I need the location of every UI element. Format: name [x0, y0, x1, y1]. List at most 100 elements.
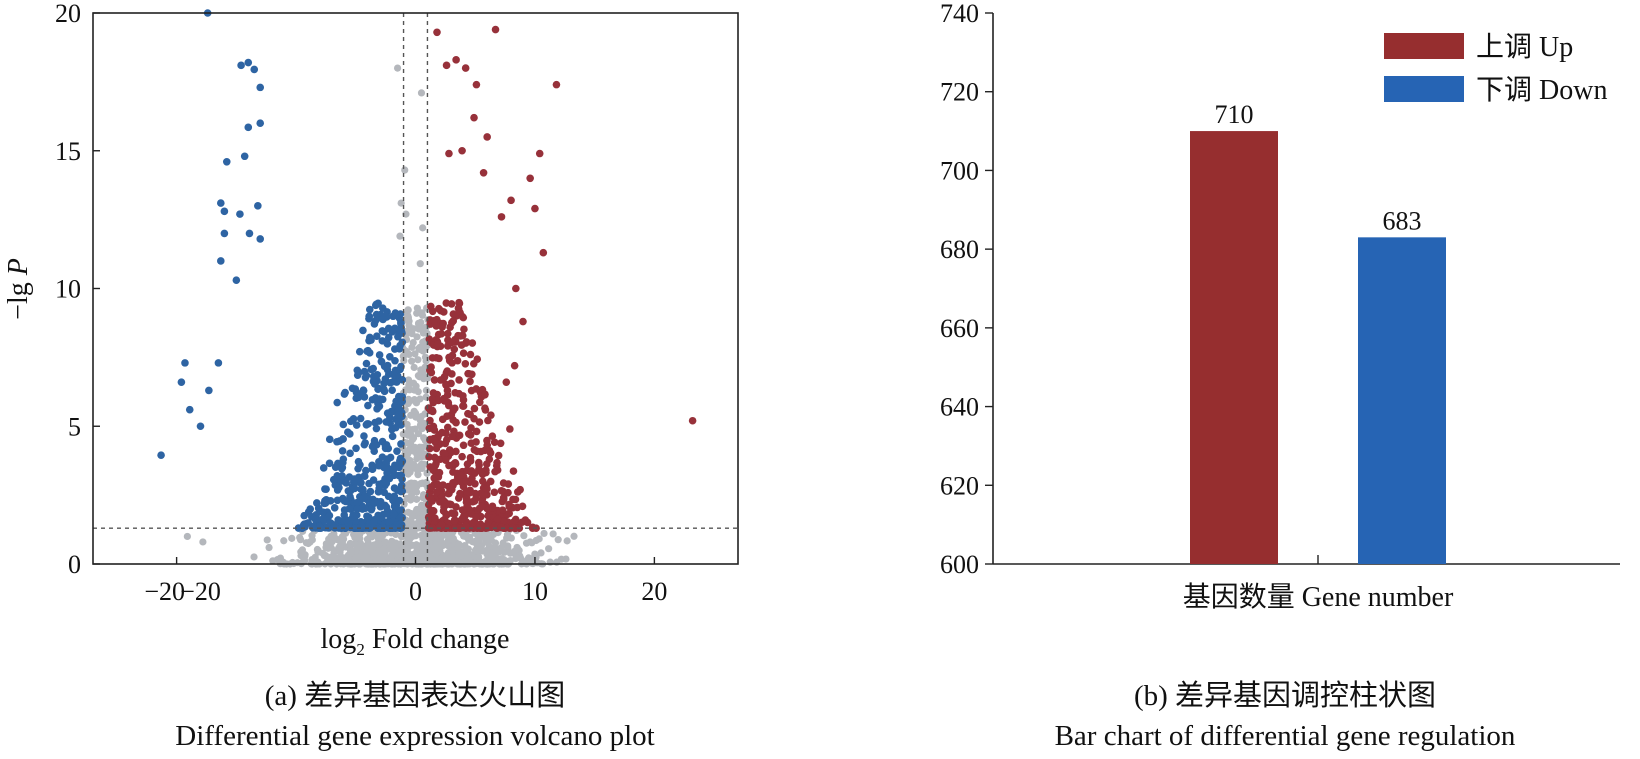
- up-point: [474, 458, 483, 467]
- ns-point: [419, 224, 427, 232]
- up-point: [539, 248, 548, 257]
- down-point: [396, 457, 404, 466]
- up-point: [499, 479, 508, 487]
- down-point: [256, 119, 265, 127]
- ns-point: [413, 454, 421, 463]
- up-point: [456, 489, 464, 498]
- bar-y-tick-label: 740: [940, 0, 979, 28]
- up-point: [447, 338, 456, 347]
- down-point: [367, 336, 375, 344]
- ns-point: [406, 439, 415, 447]
- down-point: [222, 157, 231, 166]
- down-point: [338, 472, 346, 480]
- threshold-lines: [93, 13, 738, 564]
- down-point: [236, 210, 244, 218]
- up-point: [521, 516, 530, 524]
- ns-point: [416, 260, 424, 268]
- ns-point: [183, 532, 191, 541]
- ns-point: [413, 333, 421, 341]
- ns-point: [324, 544, 332, 552]
- ns-point: [296, 533, 304, 542]
- ns-point: [406, 456, 414, 465]
- down-point: [359, 326, 367, 335]
- up-point: [484, 416, 492, 425]
- ns-point: [410, 480, 418, 488]
- up-point: [478, 502, 486, 510]
- legend-swatch: [1384, 76, 1464, 102]
- up-point: [430, 376, 439, 384]
- ns-point: [412, 495, 421, 503]
- ns-point: [426, 557, 435, 565]
- up-point: [430, 426, 439, 434]
- down-point: [371, 316, 380, 325]
- down-point: [362, 359, 371, 368]
- down-point: [319, 514, 328, 523]
- ns-point: [415, 325, 423, 333]
- ns-point: [407, 411, 415, 419]
- ns-point: [457, 552, 465, 560]
- ns-point: [439, 559, 448, 567]
- down-point: [375, 402, 384, 411]
- down-point: [389, 510, 398, 518]
- down-point: [372, 310, 381, 319]
- ns-point: [499, 539, 507, 547]
- up-point: [445, 149, 453, 158]
- down-point: [360, 440, 369, 449]
- up-point: [438, 415, 447, 424]
- ns-point: [417, 520, 425, 528]
- up-point: [443, 329, 452, 338]
- legend-label: 下调 Down: [1476, 75, 1607, 106]
- up-point: [493, 458, 501, 467]
- ns-point: [369, 549, 377, 557]
- up-point: [437, 330, 446, 338]
- down-point: [185, 405, 194, 414]
- ns-point: [410, 363, 418, 372]
- up-point: [494, 451, 503, 460]
- down-point: [217, 199, 225, 207]
- ns-point: [554, 536, 562, 544]
- up-point: [472, 385, 481, 393]
- up-point: [447, 448, 455, 457]
- up-point: [488, 432, 497, 440]
- down-point: [397, 513, 405, 522]
- ns-point: [416, 345, 424, 353]
- bar-x-axis-label: 基因数量 Gene number: [1183, 581, 1454, 613]
- up-point: [464, 429, 473, 438]
- down-point: [380, 379, 388, 388]
- ns-point: [329, 553, 337, 561]
- up-point: [490, 488, 499, 497]
- up-point: [497, 523, 506, 531]
- down-point: [342, 497, 350, 506]
- up-point: [450, 517, 459, 525]
- up-point: [499, 494, 508, 502]
- down-point: [337, 464, 346, 473]
- x-tick-label: 10: [522, 577, 548, 606]
- up-point: [439, 496, 448, 505]
- up-point: [490, 438, 499, 447]
- up-point: [461, 64, 470, 72]
- ns-point: [347, 547, 355, 555]
- down-point: [357, 485, 365, 493]
- up-point: [455, 376, 463, 384]
- ns-point: [419, 544, 427, 552]
- bar-chart: 600 620 640 660 680 700 720 740 710 683 上调 Up 下调 …: [940, 0, 1620, 752]
- down-point: [348, 384, 357, 393]
- ns-point: [414, 430, 423, 438]
- y-tick-label: 10: [55, 275, 81, 304]
- up-point: [519, 317, 527, 326]
- up-point: [433, 28, 441, 37]
- ns-point: [403, 533, 412, 541]
- ns-point: [401, 166, 409, 174]
- down-point: [370, 518, 378, 527]
- bars: 710 683: [1190, 100, 1446, 565]
- up-point: [502, 378, 511, 386]
- x-tick-label: −20: [180, 577, 221, 606]
- ns-point: [537, 549, 545, 557]
- bar-y-tick-label: 640: [940, 393, 979, 422]
- down-point: [322, 496, 331, 504]
- up-point: [497, 213, 506, 221]
- up-point: [484, 518, 493, 527]
- down-point: [397, 487, 405, 496]
- ns-point: [461, 532, 469, 541]
